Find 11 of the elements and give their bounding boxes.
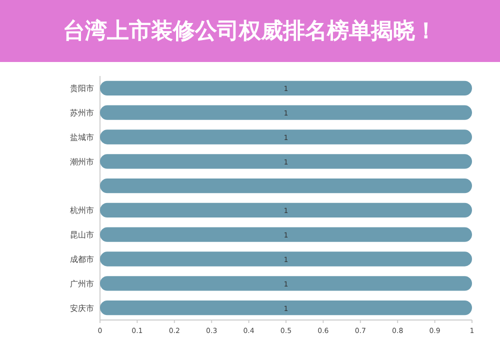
y-tick-label: 成都市 [70, 255, 94, 264]
y-tick-label: 杭州市 [69, 206, 94, 216]
chart-title: 台湾上市装修公司权威排名榜单揭晓！ [63, 18, 437, 44]
y-tick-label: 苏州市 [70, 108, 94, 118]
title-banner: 台湾上市装修公司权威排名榜单揭晓！ [0, 0, 500, 62]
y-tick-label: 潮州市 [70, 157, 94, 166]
y-tick-label: 盐城市 [70, 133, 94, 142]
y-tick-label: 安庆市 [70, 304, 94, 313]
y-tick-label: 贵阳市 [70, 84, 94, 94]
y-tick-label: 昆山市 [70, 230, 94, 240]
y-tick-label: 广州市 [70, 279, 94, 288]
